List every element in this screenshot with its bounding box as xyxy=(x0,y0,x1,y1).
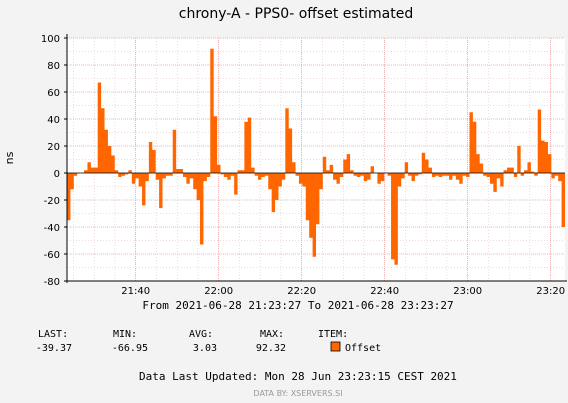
x-tick-label: 23:20 xyxy=(536,286,565,297)
tick-labels: 100 80 60 40 20 0 -20 -40 -60 -80 21:40 22:00 22:20 2… xyxy=(41,34,565,297)
stats-value: 3.03 xyxy=(193,343,217,354)
stats-table: LAST: MIN: AVG: MAX: ITEM: -39.37 -66.95 3.03 92… xyxy=(36,329,348,354)
y-tick-label: -80 xyxy=(44,277,60,288)
offset-series-area xyxy=(67,48,565,265)
x-tick-label: 23:00 xyxy=(453,286,482,297)
legend-item-offset: Offset xyxy=(345,343,381,354)
stats-value: 92.32 xyxy=(256,343,286,354)
x-tick-label: 22:00 xyxy=(204,286,233,297)
stats-header: MIN: xyxy=(113,329,137,340)
y-tick-label: 80 xyxy=(47,61,60,72)
chart-title: chrony-A - PPS0- offset estimated xyxy=(179,6,414,22)
x-tick-label: 22:20 xyxy=(287,286,316,297)
y-tick-label: 20 xyxy=(47,142,60,153)
stats-header: LAST: xyxy=(38,329,68,340)
y-tick-label: -60 xyxy=(44,250,60,261)
data-by-label: DATA BY: XSERVERS.SI xyxy=(253,389,342,398)
stats-header: ITEM: xyxy=(318,329,348,340)
offset-area-path xyxy=(67,48,565,265)
x-tick-label: 21:40 xyxy=(121,286,150,297)
y-axis-label: ns xyxy=(3,151,16,164)
x-tick-label: 22:40 xyxy=(370,286,399,297)
last-updated-label: Data Last Updated: Mon 28 Jun 23:23:15 C… xyxy=(139,370,457,383)
stats-value: -39.37 xyxy=(36,343,72,354)
stats-header: MAX: xyxy=(260,329,284,340)
time-range-label: From 2021-06-28 21:23:27 To 2021-06-28 2… xyxy=(142,299,453,312)
offset-legend-swatch xyxy=(330,341,341,352)
y-tick-label: 60 xyxy=(47,88,60,99)
y-tick-label: -40 xyxy=(44,223,60,234)
y-tick-label: 100 xyxy=(41,34,60,45)
y-tick-label: 40 xyxy=(47,115,60,126)
y-tick-label: 0 xyxy=(54,169,60,180)
axes xyxy=(64,34,567,283)
y-tick-label: -20 xyxy=(44,196,60,207)
stats-value: -66.95 xyxy=(112,343,148,354)
stats-header: AVG: xyxy=(189,329,213,340)
